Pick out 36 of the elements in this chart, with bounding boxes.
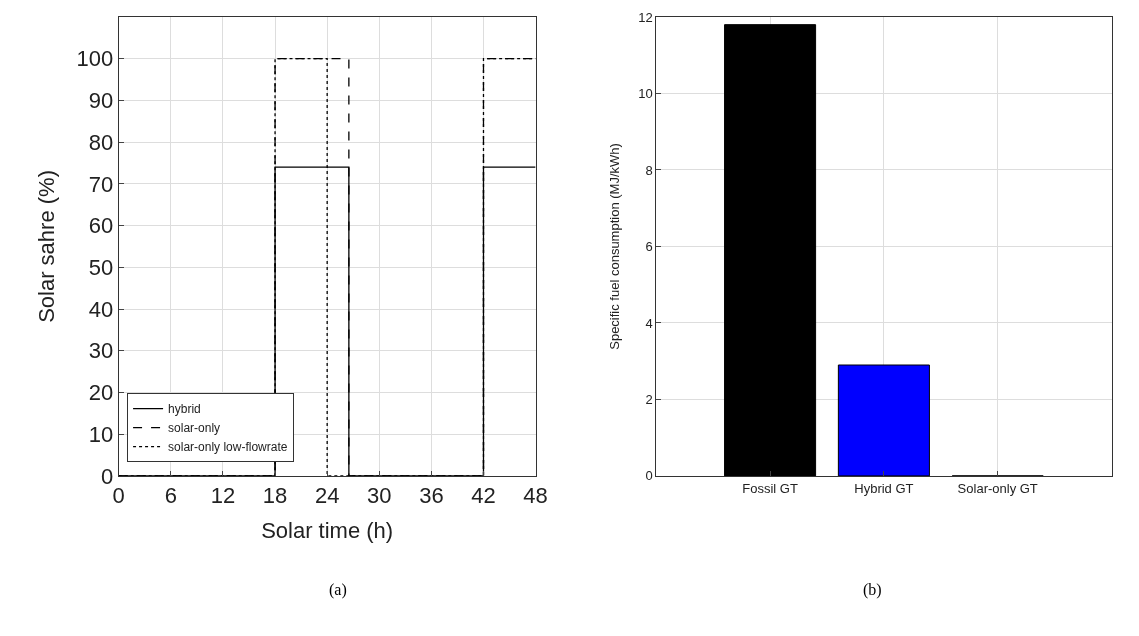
y-tick-label: 0 <box>645 468 653 484</box>
y-axis-title: Solar sahre (%) <box>34 170 60 323</box>
y-tick-label: 80 <box>88 129 114 155</box>
legend-label: solar-only low-flowrate <box>168 440 288 455</box>
y-tick-label: 12 <box>638 9 653 25</box>
x-tick-label: Solar-only GT <box>957 480 1038 496</box>
y-tick-label: 100 <box>76 46 114 72</box>
y-tick-label: 4 <box>645 315 653 331</box>
text: (b) <box>863 581 882 599</box>
y-tick-label: 60 <box>88 213 114 239</box>
text: (a) <box>329 581 347 599</box>
x-tick-label: 18 <box>262 483 288 509</box>
y-tick-label: 30 <box>88 338 114 364</box>
x-axis-title: Solar time (h) <box>261 518 394 544</box>
y-tick-label: 20 <box>88 380 114 406</box>
y-tick-label: 6 <box>645 239 653 255</box>
y-tick-label: 2 <box>645 391 653 407</box>
x-tick-label: 6 <box>164 483 177 509</box>
x-tick-label: 12 <box>210 483 236 509</box>
y-tick-label: 70 <box>88 171 114 197</box>
y-axis-title: Specific fuel consumption (MJ/kWh) <box>607 143 623 350</box>
x-tick-label: 48 <box>523 483 548 509</box>
legend-label: solar-only <box>168 421 221 436</box>
x-tick-label: Hybrid GT <box>854 480 914 496</box>
y-tick-label: 90 <box>88 88 114 114</box>
y-tick-label: 10 <box>638 86 653 102</box>
x-tick-label: 30 <box>367 483 392 509</box>
y-tick-label: 8 <box>645 162 653 178</box>
x-tick-label: Fossil GT <box>742 480 798 496</box>
y-tick-label: 40 <box>88 296 114 322</box>
x-tick-label: 36 <box>419 483 444 509</box>
x-tick-label: 42 <box>471 483 496 509</box>
x-tick-label: 24 <box>314 483 340 509</box>
y-tick-label: 50 <box>88 255 114 281</box>
legend-label: hybrid <box>168 402 201 417</box>
y-tick-label: 10 <box>88 421 114 447</box>
